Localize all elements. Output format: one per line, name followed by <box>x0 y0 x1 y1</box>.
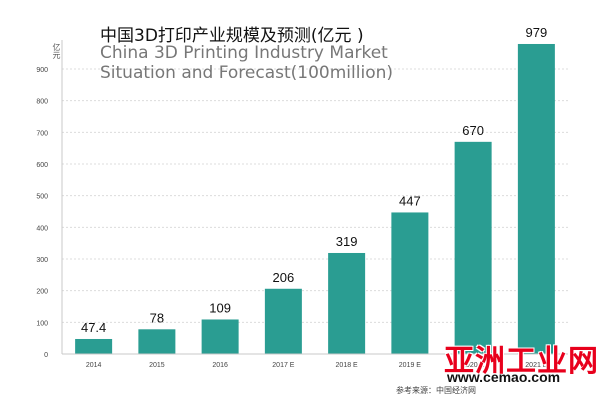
watermark-logo-text: 亚洲工业网 <box>444 344 599 379</box>
bar <box>138 329 176 354</box>
x-tick-label: 2019 E <box>399 362 422 369</box>
x-tick-label: 2017 E <box>272 362 295 369</box>
bar-value-label: 447 <box>399 193 421 208</box>
y-tick-label: 800 <box>36 99 48 106</box>
x-axis: 2014 2015 2016 2017 E 2018 E 2019 E 2020 E 2021… <box>62 353 568 369</box>
x-tick-label: 2014 <box>86 362 102 369</box>
y-tick-label: 900 <box>36 67 48 74</box>
watermark-url: www.cemao.com <box>447 369 561 385</box>
bar <box>201 319 239 354</box>
x-tick-label: 2018 E <box>336 362 359 369</box>
y-tick-label: 400 <box>36 225 48 232</box>
bar-value-label: 78 <box>150 310 164 325</box>
y-axis-unit-label: 亿元 <box>52 43 61 59</box>
chart-title-chinese: 中国3D打印产业规模及预测(亿元 ) <box>100 26 364 46</box>
bar-value-label: 206 <box>273 270 295 285</box>
y-tick-label: 500 <box>36 194 48 201</box>
x-tick-label: 2021 E <box>525 362 548 369</box>
source-note: 参考来源：中国经济网 <box>396 386 476 395</box>
bar <box>454 141 492 354</box>
bar-value-label: 979 <box>526 25 548 40</box>
y-tick-label: 0 <box>44 352 48 359</box>
y-tick-label: 600 <box>36 162 48 169</box>
bar-value-label: 109 <box>209 300 231 315</box>
bar <box>264 288 302 354</box>
y-tick-label: 300 <box>36 257 48 264</box>
chart-title-english: China 3D Printing Industry Market Situat… <box>100 43 394 83</box>
x-tick-label: 2020 E <box>462 362 485 369</box>
bar-value-label: 47.4 <box>81 320 106 335</box>
bar-value-label: 670 <box>462 123 484 138</box>
y-tick-label: 100 <box>36 320 48 327</box>
bar <box>391 212 429 354</box>
y-tick-label: 700 <box>36 130 48 137</box>
y-axis: 0 100 200 300 400 500 600 700 800 900 <box>36 40 63 359</box>
bars-group: 47.4 78 109 206 319 447 670 979 <box>75 25 555 354</box>
x-tick-label: 2015 <box>149 362 165 369</box>
gridlines <box>62 68 568 323</box>
bar <box>328 252 366 354</box>
x-tick-label: 2016 <box>212 362 228 369</box>
y-tick-label: 200 <box>36 289 48 296</box>
bar-value-label: 319 <box>336 234 358 249</box>
bar <box>75 338 113 354</box>
bar <box>517 43 555 354</box>
